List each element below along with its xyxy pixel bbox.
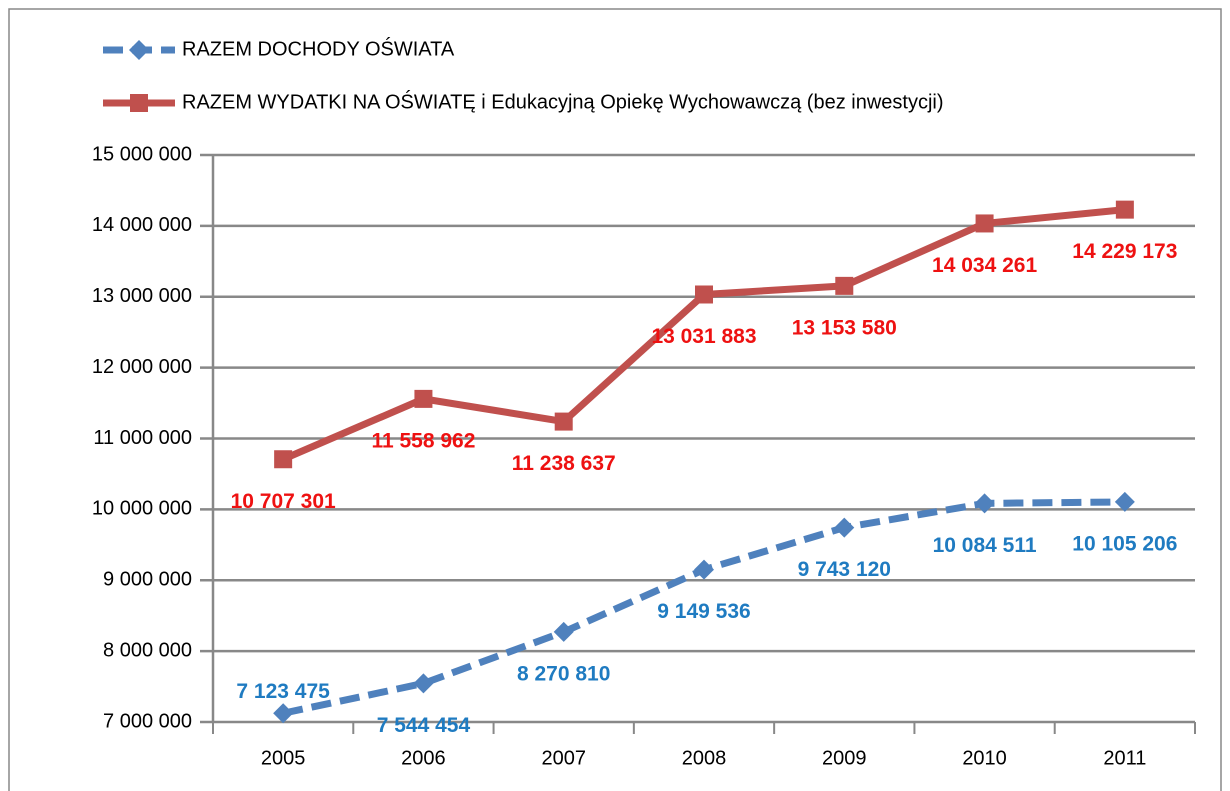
data-label: 9 743 120 — [798, 558, 891, 581]
legend-label: RAZEM DOCHODY OŚWIATA — [182, 36, 455, 60]
data-label: 11 558 962 — [371, 429, 475, 452]
y-tick-label: 14 000 000 — [92, 214, 192, 236]
y-tick-label: 11 000 000 — [93, 427, 192, 449]
data-label: 8 270 810 — [517, 662, 610, 685]
x-tick-label: 2005 — [261, 747, 306, 769]
data-label: 10 105 206 — [1072, 532, 1177, 555]
data-label: 11 238 637 — [512, 452, 616, 475]
data-point — [274, 450, 293, 469]
legend-marker — [130, 94, 148, 112]
x-tick-label: 2011 — [1103, 747, 1146, 769]
data-point — [1115, 200, 1134, 219]
data-point — [975, 214, 994, 233]
data-label: 7 544 454 — [377, 714, 471, 737]
x-tick-label: 2009 — [822, 747, 867, 769]
legend-marker — [129, 40, 149, 60]
chart-frame — [8, 8, 1222, 791]
data-point — [414, 389, 433, 408]
y-tick-label: 12 000 000 — [92, 356, 192, 378]
x-tick-label: 2010 — [962, 747, 1007, 769]
data-point — [413, 673, 434, 694]
data-point — [694, 559, 714, 580]
data-label: 10 084 511 — [933, 534, 1037, 557]
x-tick-label: 2006 — [401, 747, 446, 769]
data-point — [554, 412, 573, 431]
data-point — [1114, 491, 1135, 512]
data-point — [553, 621, 574, 642]
data-label: 14 229 173 — [1072, 240, 1177, 263]
data-label: 10 707 301 — [231, 490, 336, 513]
data-point — [273, 703, 294, 724]
data-point — [974, 493, 995, 514]
y-tick-label: 10 000 000 — [92, 498, 192, 520]
data-label: 7 123 475 — [236, 680, 330, 703]
data-point — [835, 276, 854, 295]
x-tick-label: 2008 — [682, 747, 727, 769]
data-point — [834, 517, 855, 538]
y-tick-label: 15 000 000 — [92, 143, 192, 165]
data-label: 14 034 261 — [932, 254, 1037, 277]
y-tick-label: 8 000 000 — [103, 639, 192, 661]
data-label: 9 149 536 — [657, 600, 750, 623]
y-tick-label: 13 000 000 — [92, 285, 192, 307]
y-tick-label: 7 000 000 — [103, 710, 192, 732]
data-label: 13 031 883 — [651, 325, 756, 348]
legend-label: RAZEM WYDATKI NA OŚWIATĘ i Edukacyjną Op… — [182, 89, 944, 113]
data-point — [695, 285, 713, 304]
data-label: 13 153 580 — [792, 316, 897, 339]
y-tick-label: 9 000 000 — [103, 569, 192, 591]
x-tick-label: 2007 — [541, 747, 586, 769]
